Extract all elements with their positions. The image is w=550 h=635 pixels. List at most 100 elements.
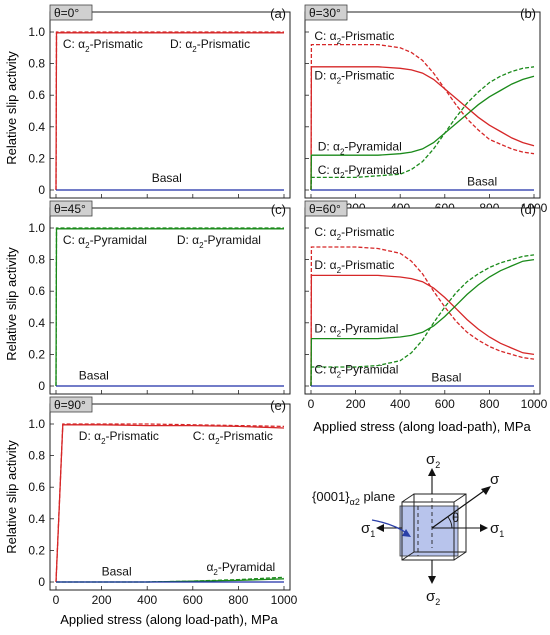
x-tick-label: 0 <box>308 397 315 411</box>
series-annotation: C: α2-Prismatic <box>193 429 273 446</box>
x-tick-label: 200 <box>346 397 366 411</box>
sigma2-bottom-label: σ2 <box>426 588 440 607</box>
y-tick-label: 0.8 <box>28 57 45 71</box>
series-annotation: C: α2-Pyramidal <box>314 362 398 379</box>
panel-frame-d <box>304 207 541 395</box>
series-annotation: D: α2-Prismatic <box>79 429 159 446</box>
panel-frame-a <box>49 11 291 199</box>
theta-tab-b <box>304 4 348 21</box>
theta-label-d: θ=60° <box>309 202 341 216</box>
sigma1-right-arrowhead <box>480 524 488 532</box>
y-tick-label: 0 <box>38 183 45 197</box>
y-tick-label: 0.8 <box>28 253 45 267</box>
x-tick-label: 0 <box>53 593 60 607</box>
x-tick-label: 400 <box>137 593 157 607</box>
y-tick-label: 0.6 <box>28 480 45 494</box>
panel-e: θ=90° (e) 0 0.2 0.4 0.6 0.8 1.0 0 200 400 600 800 100… <box>28 396 298 607</box>
panel-c: θ=45° (c) 0 0.2 0.4 0.6 0.8 1.0 C: α2-Pyramidal D… <box>28 200 291 395</box>
theta-tab-c <box>49 200 93 217</box>
theta-tab-e <box>49 396 93 413</box>
series-annotation: C: α2-Prismatic <box>314 29 394 46</box>
y-tick-label: 0.4 <box>28 120 45 134</box>
y-tick-label: 0.6 <box>28 284 45 298</box>
panel-d: θ=60° (d) 0 200 400 600 800 1000 C: α2-Prismatic… <box>304 200 548 411</box>
series-annotation: Basal <box>79 369 109 383</box>
x-tick-label: 600 <box>435 397 455 411</box>
y-tick-label: 0.2 <box>28 151 45 165</box>
panel-letter-a: (a) <box>270 6 286 21</box>
panel-letter-d: (d) <box>520 202 536 217</box>
x-tick-label: 800 <box>228 593 248 607</box>
series-annotation: Basal <box>467 174 497 188</box>
theta-label-e: θ=90° <box>54 398 86 412</box>
basal-plane-label: {0001}α2 plane <box>312 489 395 507</box>
y-tick-label: 0.8 <box>28 449 45 463</box>
series-line-d-2-prismatic <box>310 274 535 387</box>
series-line-c-2-prismatic <box>310 43 535 191</box>
series-line-c-2-prismatic <box>55 31 284 191</box>
series-annotation: D: α2-Prismatic <box>314 68 394 85</box>
panel-letter-e: (e) <box>270 398 286 413</box>
sigma-arrowhead <box>481 486 491 495</box>
y-tick-label: 0 <box>38 379 45 393</box>
y-tick-label: 0.6 <box>28 88 45 102</box>
sigma2-top-arrowhead <box>428 468 436 476</box>
y-axis-label-top: Relative slip activity <box>4 51 19 165</box>
cube-edge-3 <box>453 551 467 561</box>
series-annotation: C: α2-Prismatic <box>63 37 143 54</box>
series-line-d-2-prismatic <box>310 66 535 191</box>
basal-plane-shade <box>399 505 459 557</box>
series-annotation: D: α2-Pyramidal <box>314 321 398 338</box>
panel-letter-c: (c) <box>271 202 286 217</box>
series-line-d-2-prismatic <box>55 424 285 583</box>
y-tick-label: 1.0 <box>28 25 45 39</box>
series-line-c-2-prismatic <box>55 423 285 583</box>
theta-tab-d <box>304 200 348 217</box>
y-tick-label: 0 <box>38 575 45 589</box>
y-tick-label: 0.4 <box>28 512 45 526</box>
series-line-c-2-pyramidal <box>310 66 535 191</box>
series-annotation: C: α2-Prismatic <box>314 225 394 242</box>
sigma1-left-label: σ1 <box>361 520 375 539</box>
theta-label-b: θ=30° <box>309 6 341 20</box>
x-tick-label: 1000 <box>271 593 298 607</box>
x-tick-label: 600 <box>183 593 203 607</box>
series-line-d-2-pyramidal <box>310 75 535 191</box>
series-line-d-2-pyramidal <box>55 228 284 387</box>
y-tick-label: 1.0 <box>28 417 45 431</box>
panel-frame-b <box>304 11 541 199</box>
plane-pointer-arrowhead <box>402 529 411 537</box>
y-axis-label-middle: Relative slip activity <box>4 247 19 361</box>
panel-frame-e <box>49 403 291 591</box>
series-annotation: D: α2-Prismatic <box>170 37 250 54</box>
y-tick-label: 0.2 <box>28 543 45 557</box>
theta-label-c: θ=45° <box>54 202 86 216</box>
sigma-label: σ <box>490 471 500 488</box>
series-line-c-2-prismatic <box>310 246 535 387</box>
cube-edge-1 <box>401 493 415 503</box>
theta-tab-a <box>49 4 93 21</box>
sigma-direction-line <box>431 487 489 529</box>
series-annotation: α2-Pyramidal <box>206 560 275 577</box>
sigma1-left-arrowhead <box>376 524 384 532</box>
x-tick-label: 1000 <box>521 397 548 411</box>
x-axis-label-bottom: Applied stress (along load-path), MPa <box>60 612 278 627</box>
panel-a: θ=0° (a) 0 0.2 0.4 0.6 0.8 1.0 C: α2-Prismatic D:… <box>28 4 291 199</box>
series-annotation: D: α2-Prismatic <box>314 258 394 275</box>
series-line-d-2-pyramidal <box>310 258 535 387</box>
y-tick-label: 0.2 <box>28 347 45 361</box>
y-tick-label: 0.4 <box>28 316 45 330</box>
series-annotation: C: α2-Pyramidal <box>318 163 402 180</box>
x-tick-label: 400 <box>390 397 410 411</box>
panels-layer: θ=0° (a) 0 0.2 0.4 0.6 0.8 1.0 C: α2-Prismatic D:… <box>28 4 548 607</box>
theta-label-a: θ=0° <box>54 6 79 20</box>
x-tick-label: 200 <box>92 593 112 607</box>
sigma1-right-label: σ1 <box>490 520 504 539</box>
x-axis-label-right: Applied stress (along load-path), MPa <box>313 419 531 434</box>
sigma2-top-label: σ2 <box>426 451 440 470</box>
y-axis-label-bottom: Relative slip activity <box>4 440 19 554</box>
panel-frame-c <box>49 207 291 395</box>
series-line-c-2-pyramidal <box>310 254 535 387</box>
series-annotation: C: α2-Pyramidal <box>63 233 147 250</box>
